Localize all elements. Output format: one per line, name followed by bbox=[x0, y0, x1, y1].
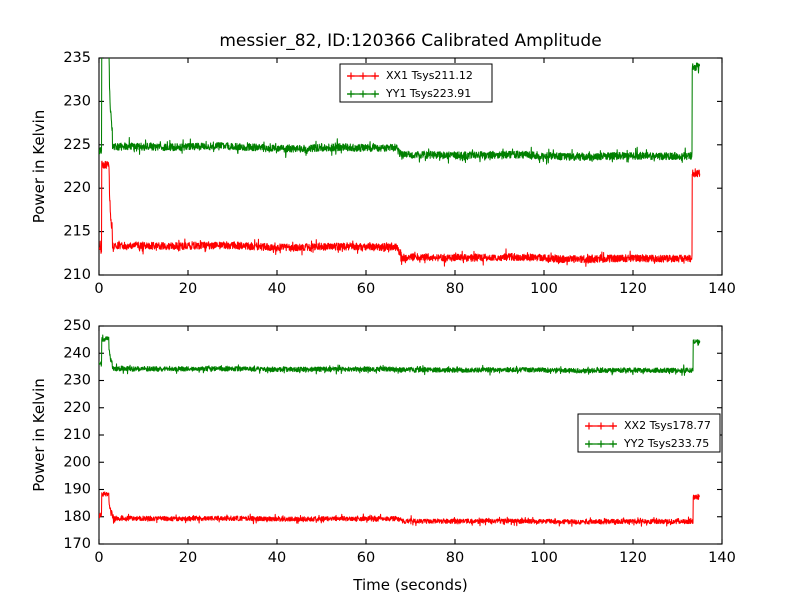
x-tick-label: 20 bbox=[179, 550, 197, 566]
y-tick-label: 240 bbox=[63, 345, 91, 361]
legend-marker-plus-icon bbox=[371, 72, 379, 80]
x-tick-label: 0 bbox=[94, 550, 103, 566]
chart-title: messier_82, ID:120366 Calibrated Amplitu… bbox=[219, 31, 601, 51]
legend-marker-plus-icon bbox=[585, 422, 593, 430]
legend-label: YY2 Tsys233.75 bbox=[623, 437, 709, 450]
legend-box bbox=[339, 63, 493, 103]
series-line-xx1 bbox=[99, 160, 701, 267]
y-axis-label: Power in Kelvin bbox=[30, 110, 48, 224]
series-line-yy2 bbox=[99, 334, 701, 376]
y-tick-label: 230 bbox=[63, 373, 91, 389]
x-tick-label: 40 bbox=[268, 550, 286, 566]
x-tick-label: 100 bbox=[530, 281, 558, 297]
x-tick-label: 120 bbox=[619, 281, 647, 297]
y-tick-label: 180 bbox=[63, 509, 91, 525]
legend-marker-plus-icon bbox=[347, 90, 355, 98]
x-tick-label: 80 bbox=[446, 550, 464, 566]
legend-label: YY1 Tsys223.91 bbox=[385, 87, 471, 100]
legend-marker-plus-icon bbox=[609, 422, 617, 430]
axes-frame bbox=[98, 57, 723, 276]
y-tick-label: 200 bbox=[63, 454, 91, 470]
x-tick-label: 100 bbox=[530, 550, 558, 566]
legend-label: XX2 Tsys178.77 bbox=[624, 419, 711, 432]
legend-marker-plus-icon bbox=[585, 440, 593, 448]
x-tick-label: 40 bbox=[268, 281, 286, 297]
y-tick-label: 235 bbox=[63, 50, 91, 66]
legend-bottom: XX2 Tsys178.77 YY2 Tsys233.75 bbox=[577, 413, 721, 453]
x-tick-label: 120 bbox=[619, 550, 647, 566]
y-tick-label: 210 bbox=[63, 267, 91, 283]
legend-marker-plus-icon bbox=[371, 90, 379, 98]
axes-bottom: 0 20 40 60 80 100 120 140 170 180 190 200 210 220 230 2… bbox=[30, 318, 736, 594]
y-tick-label: 250 bbox=[63, 318, 91, 334]
legend-marker-plus-icon bbox=[347, 72, 355, 80]
series-line-yy1 bbox=[99, 58, 701, 165]
y-tick-label: 210 bbox=[63, 427, 91, 443]
x-tick-label: 60 bbox=[357, 281, 375, 297]
legend-marker-plus-icon bbox=[359, 72, 367, 80]
x-tick-label: 20 bbox=[179, 281, 197, 297]
y-tick-label: 225 bbox=[63, 137, 91, 153]
x-tick-label: 80 bbox=[446, 281, 464, 297]
y-tick-label: 220 bbox=[63, 400, 91, 416]
series-line-xx2 bbox=[99, 491, 701, 527]
legend-marker-plus-icon bbox=[609, 440, 617, 448]
y-tick-label: 170 bbox=[63, 536, 91, 552]
x-axis-label: Time (seconds) bbox=[352, 576, 468, 594]
x-tick-label: 0 bbox=[94, 281, 103, 297]
y-tick-label: 220 bbox=[63, 180, 91, 196]
x-tick-label: 60 bbox=[357, 550, 375, 566]
y-tick-label: 230 bbox=[63, 93, 91, 109]
data-series-group-top bbox=[99, 58, 701, 267]
legend-label: XX1 Tsys211.12 bbox=[386, 69, 473, 82]
legend-top: XX1 Tsys211.12 YY1 Tsys223.91 bbox=[339, 63, 493, 103]
y-tick-label: 215 bbox=[63, 224, 91, 240]
legend-marker-plus-icon bbox=[359, 90, 367, 98]
legend-marker-plus-icon bbox=[597, 440, 605, 448]
legend-marker-plus-icon bbox=[597, 422, 605, 430]
legend-box bbox=[577, 413, 721, 453]
x-tick-label: 140 bbox=[708, 281, 736, 297]
y-axis-label: Power in Kelvin bbox=[30, 378, 48, 492]
axes-top: 0 20 40 60 80 100 120 140 210 215 220 225 230 235 Powe… bbox=[30, 31, 736, 297]
x-tick-label: 140 bbox=[708, 550, 736, 566]
data-series-group-bottom bbox=[99, 334, 701, 527]
y-tick-label: 190 bbox=[63, 482, 91, 498]
